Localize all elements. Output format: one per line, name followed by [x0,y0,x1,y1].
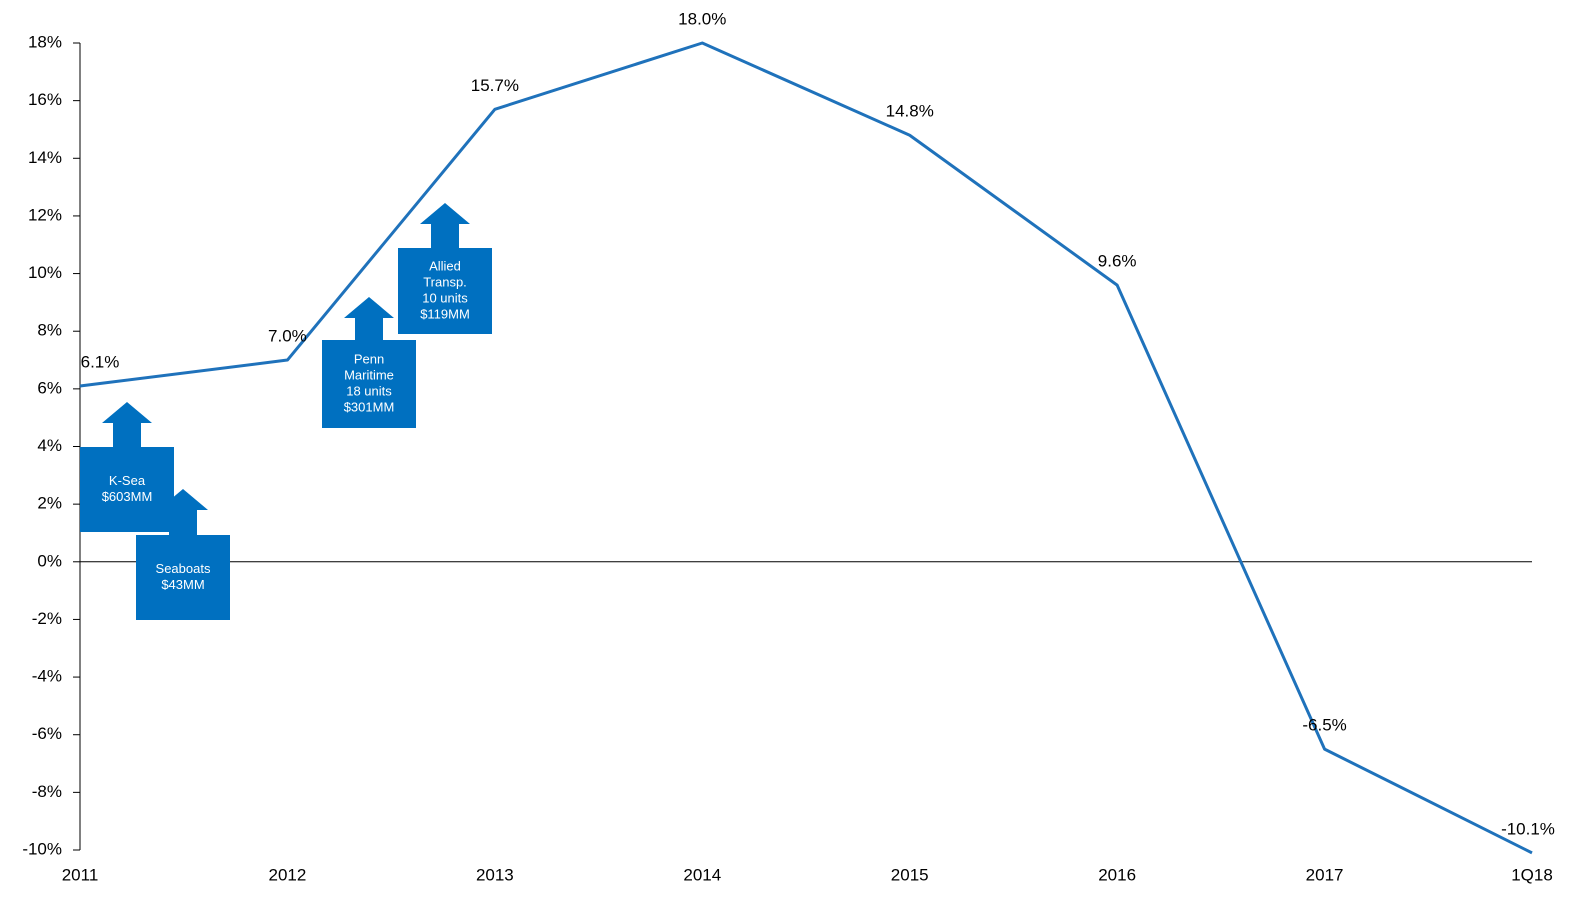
y-tick-label: -8% [32,782,62,801]
value-label: 14.8% [886,102,934,121]
value-label: 15.7% [471,76,519,95]
x-tick-label: 2014 [683,865,721,884]
y-tick-label: 14% [28,148,62,167]
y-tick-label: 4% [37,436,62,455]
annotation-text: 10 units [422,290,468,305]
value-label: -6.5% [1302,716,1346,735]
annotation-text: $603MM [102,489,153,504]
y-tick-label: 10% [28,263,62,282]
annotation-text: $43MM [161,577,204,592]
annotation-text: Maritime [344,367,394,382]
value-label: 18.0% [678,9,726,28]
annotation-arrow [420,203,470,248]
annotation-text: K-Sea [109,473,146,488]
x-tick-label: 2015 [891,865,929,884]
y-tick-label: -4% [32,667,62,686]
value-label: 7.0% [268,327,307,346]
y-tick-label: -6% [32,724,62,743]
y-tick-label: 2% [37,494,62,513]
annotation-arrow [102,402,152,447]
y-tick-label: 0% [37,551,62,570]
y-tick-label: 18% [28,32,62,51]
annotation-box [80,447,174,532]
annotation-text: 18 units [346,383,392,398]
annotation-text: $301MM [344,399,395,414]
annotation-box [322,340,416,428]
annotation-text: Penn [354,351,384,366]
y-tick-label: -2% [32,609,62,628]
x-tick-label: 2013 [476,865,514,884]
annotation-arrow [158,489,208,535]
annotation-text: Seaboats [156,561,211,576]
x-tick-label: 2017 [1306,865,1344,884]
x-tick-label: 2016 [1098,865,1136,884]
y-tick-label: -10% [22,839,62,858]
value-label: 6.1% [81,352,120,371]
y-tick-label: 16% [28,90,62,109]
value-label: -10.1% [1501,819,1555,838]
x-tick-label: 1Q18 [1511,865,1553,884]
y-tick-label: 12% [28,205,62,224]
line-series [79,41,1533,855]
y-tick-label: 6% [37,378,62,397]
annotation-text: Transp. [423,274,467,289]
annotation-box [398,248,492,334]
value-label: 9.6% [1098,252,1137,271]
annotation-text: $119MM [420,306,470,321]
y-tick-label: 8% [37,321,62,340]
x-tick-label: 2012 [269,865,307,884]
annotation-arrow [344,297,394,340]
x-tick-label: 2011 [62,865,99,884]
annotation-box [136,535,230,620]
annotation-text: Allied [429,258,461,273]
